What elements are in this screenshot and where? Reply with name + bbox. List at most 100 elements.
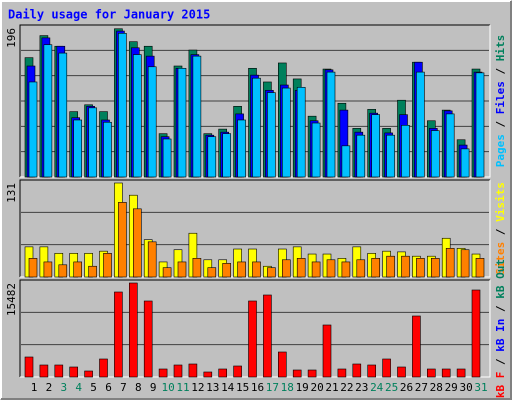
bar <box>386 255 395 278</box>
bar <box>281 87 291 178</box>
legend-separator: / <box>494 352 507 372</box>
bar <box>352 363 362 378</box>
bar <box>84 370 93 378</box>
bar <box>88 265 97 278</box>
y-tick-label: 196 <box>5 28 18 48</box>
x-tick-label: 31 <box>474 381 487 394</box>
bar <box>28 258 38 278</box>
legend-separator: / <box>494 299 507 319</box>
bar <box>54 364 64 378</box>
bar <box>252 77 261 178</box>
panel-edge-dark <box>19 279 490 377</box>
x-tick-label: 1 <box>31 381 38 394</box>
bar <box>73 119 82 178</box>
x-tick-label: 26 <box>400 381 413 394</box>
bar <box>222 133 231 178</box>
bar <box>147 66 157 178</box>
x-tick-label: 9 <box>150 381 157 394</box>
legend-separator: / <box>494 61 507 81</box>
bar <box>307 369 317 378</box>
x-tick-label: 21 <box>325 381 338 394</box>
legend-separator: / <box>494 114 507 134</box>
chart-title: Daily usage for January 2015 <box>8 8 210 22</box>
bar <box>445 113 455 178</box>
bar <box>103 121 112 178</box>
bar <box>416 71 425 178</box>
bar <box>296 258 306 278</box>
bar <box>471 289 481 378</box>
x-tick-label: 16 <box>251 381 264 394</box>
x-tick-label: 30 <box>459 381 472 394</box>
legend-entry: Files <box>494 81 507 114</box>
bar <box>103 253 112 278</box>
y-tick-label: 131 <box>5 183 18 203</box>
bar <box>39 364 49 378</box>
legend-separator: / <box>494 222 507 242</box>
bar <box>382 358 391 378</box>
x-tick-label: 24 <box>370 381 384 394</box>
bar <box>237 261 246 278</box>
bar <box>177 261 187 278</box>
bar <box>281 259 291 278</box>
legend-entry: Hits <box>494 35 507 62</box>
bar <box>337 368 347 378</box>
x-tick-label: 12 <box>191 381 204 394</box>
bar <box>341 145 351 178</box>
bar <box>133 54 142 178</box>
bar <box>356 134 366 178</box>
x-tick-label: 14 <box>221 381 235 394</box>
bar <box>426 368 436 378</box>
bar <box>58 52 68 178</box>
bar <box>192 55 202 178</box>
bar <box>371 114 381 178</box>
x-tick-label: 10 <box>161 381 174 394</box>
x-tick-label: 22 <box>340 381 353 394</box>
bar <box>386 134 395 178</box>
bar <box>133 208 142 278</box>
bar <box>371 258 381 278</box>
bar <box>222 263 231 278</box>
legend: kB F / kB In / kB Out <box>494 259 507 398</box>
x-tick-label: 4 <box>75 381 82 394</box>
bar <box>237 119 246 178</box>
bar <box>162 138 172 178</box>
bar <box>475 72 485 178</box>
bar <box>430 258 440 278</box>
x-tick-label: 19 <box>296 381 309 394</box>
bar <box>401 255 410 278</box>
bar <box>341 261 351 278</box>
bar <box>445 247 455 278</box>
legend-entry: kB In <box>494 319 507 352</box>
bar <box>118 33 127 178</box>
x-tick-label: 18 <box>281 381 294 394</box>
bar <box>143 300 153 378</box>
bar <box>416 258 425 278</box>
x-tick-label: 25 <box>385 381 398 394</box>
bar <box>296 86 306 178</box>
legend-entry: Sites <box>494 242 507 275</box>
bar <box>99 358 108 378</box>
bar <box>356 259 366 278</box>
x-tick-label: 8 <box>135 381 142 394</box>
bar <box>158 368 168 378</box>
legend-entry: Visits <box>494 182 507 222</box>
bar <box>177 67 187 178</box>
bar <box>218 368 227 378</box>
bar <box>233 365 242 378</box>
x-tick-label: 27 <box>415 381 428 394</box>
bar <box>367 364 377 378</box>
bar <box>412 315 421 378</box>
x-tick-label: 3 <box>60 381 67 394</box>
bar <box>311 261 321 278</box>
x-tick-label: 15 <box>236 381 249 394</box>
x-tick-label: 7 <box>120 381 127 394</box>
bar <box>118 202 127 278</box>
panel-edge-dark <box>19 24 490 177</box>
bar <box>69 366 78 378</box>
bar <box>88 107 97 178</box>
bar <box>203 371 213 378</box>
bar <box>114 291 123 378</box>
x-tick-label: 11 <box>176 381 189 394</box>
